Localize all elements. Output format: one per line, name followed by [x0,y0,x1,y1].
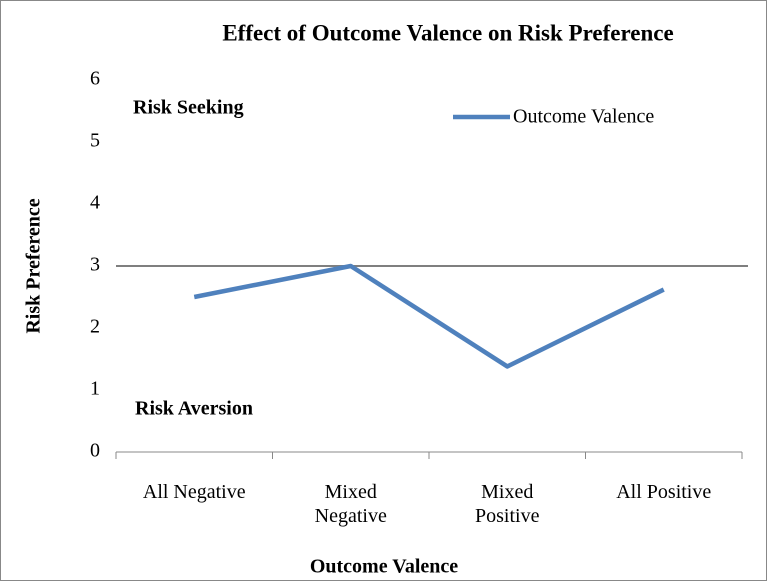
line-series [193,263,665,369]
annotation: Risk Aversion [135,398,253,420]
y-tick-label: 3 [90,254,100,276]
legend-label: Outcome Valence [513,106,654,128]
x-tick-label: Mixed Negative [314,481,387,527]
x-tick-label: All Positive [616,481,712,503]
y-tick-label: 4 [90,192,100,214]
y-tick-label: 2 [90,316,100,338]
x-tick-label: All Negative [142,481,246,503]
y-tick-label: 1 [90,378,100,400]
x-axis-label: Outcome Valence [310,556,458,578]
y-tick-label: 6 [90,68,100,90]
x-tick-label: Mixed Positive [475,481,540,527]
y-tick-label: 5 [90,130,100,152]
chart-title: Effect of Outcome Valence on Risk Prefer… [222,20,673,45]
annotation: Risk Seeking [133,97,244,119]
y-axis-label: Risk Preference [23,198,45,333]
y-tick-label: 0 [90,440,100,462]
